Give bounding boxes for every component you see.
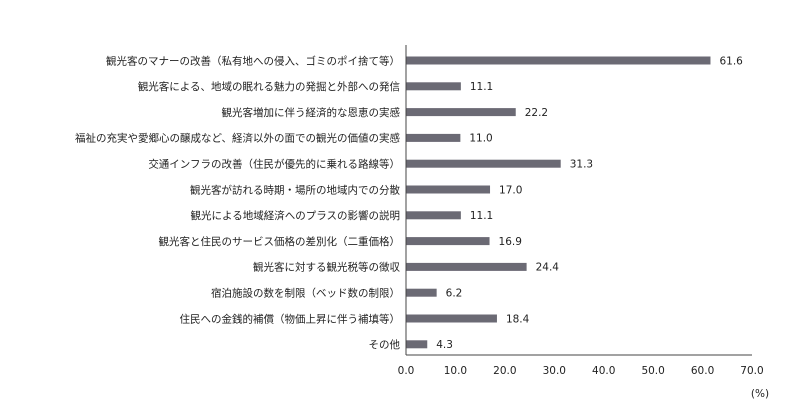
bar [406,159,561,168]
x-tick-label: 10.0 [444,365,467,377]
value-label: 17.0 [499,184,522,196]
bars-layer: 観光客のマナーの改善（私有地への侵入、ゴミのポイ捨て等） 61.6 観光客による、地… [75,54,743,351]
value-label: 11.0 [469,133,492,145]
value-label: 24.4 [536,262,560,274]
category-label: 観光客に対する観光税等の徴収 [253,261,400,274]
bar [406,56,711,65]
value-label: 31.3 [570,159,593,171]
value-label: 4.3 [436,339,453,351]
bar [406,211,461,220]
category-label: 観光客による、地域の眠れる魅力の発掘と外部への発信 [138,80,400,93]
x-tick-label: 20.0 [493,365,516,377]
x-tick-label: 50.0 [641,365,664,377]
bar [406,340,428,349]
category-label: 福祉の充実や愛郷心の醸成など、経済以外の面での観光の価値の実感 [75,132,400,145]
value-label: 61.6 [719,55,743,67]
x-ticks-layer: 0.0 10.0 20.0 30.0 40.0 50.0 60.0 70.0 [398,365,764,377]
x-tick-label: 30.0 [543,365,566,377]
category-label: 宿泊施設の数を制限（ベッド数の制限） [211,287,400,300]
category-label: 交通インフラの改善（住民が優先的に乗れる路線等） [148,158,400,171]
x-tick-label: 70.0 [740,365,763,377]
bar [406,314,497,323]
x-tick-label: 60.0 [691,365,714,377]
bar [406,237,490,246]
bar [406,288,437,297]
category-label: 観光客増加に伴う経済的な恩恵の実感 [222,106,401,119]
category-label: 観光客が訪れる時期・場所の地域内での分散 [190,183,400,196]
category-label: 観光による地域経済へのプラスの影響の説明 [191,209,400,222]
bar [406,82,461,91]
category-label: 観光客と住民のサービス価格の差別化（二重価格） [159,235,401,248]
value-label: 22.2 [525,107,548,119]
bar [406,262,527,271]
value-label: 11.1 [470,81,493,93]
x-axis-unit-label: (%) [751,388,769,400]
value-label: 6.2 [446,288,463,300]
category-label: その他 [369,338,401,351]
value-label: 11.1 [470,210,493,222]
value-label: 18.4 [506,313,530,325]
value-label: 16.9 [499,236,522,248]
category-label: 観光客のマナーの改善（私有地への侵入、ゴミのポイ捨て等） [106,54,400,67]
bar [406,108,516,117]
x-tick-label: 0.0 [398,365,415,377]
bar [406,185,491,194]
bar [406,133,461,142]
category-label: 住民への金銭的補償（物価上昇に伴う補填等） [180,312,401,325]
x-tick-label: 40.0 [592,365,615,377]
